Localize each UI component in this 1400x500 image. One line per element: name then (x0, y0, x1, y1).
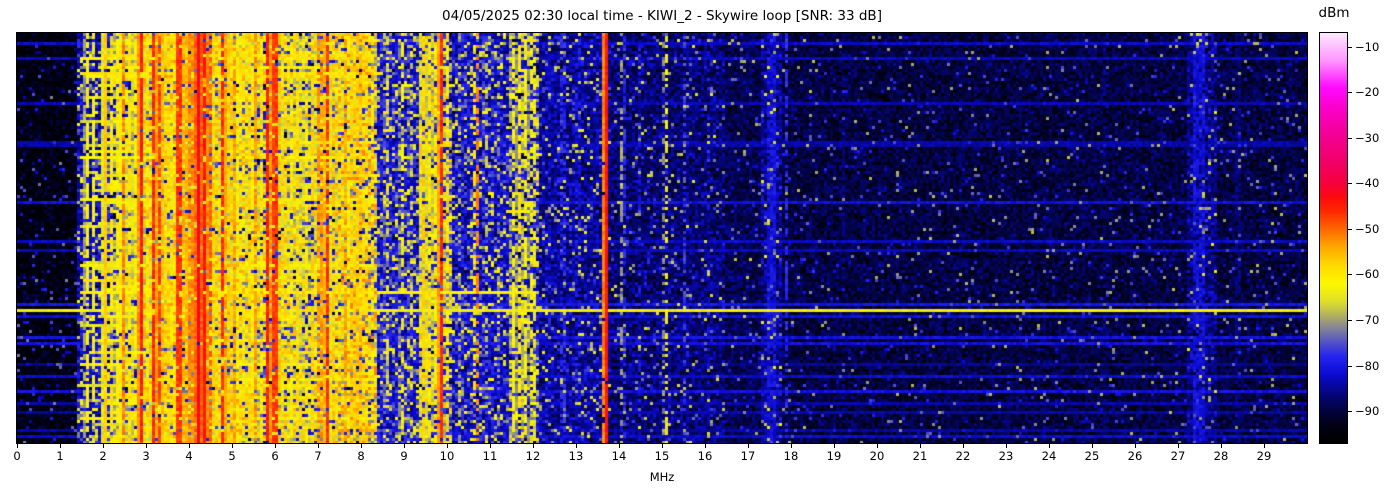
x-axis-tick (232, 444, 233, 448)
colorbar-tick-label: −80 (1355, 358, 1380, 373)
colorbar-tick (1348, 46, 1352, 48)
colorbar-tick-label: −60 (1355, 267, 1380, 282)
colorbar-tick (1348, 137, 1352, 139)
x-axis-tick (361, 444, 362, 448)
x-axis-tick-label: 7 (314, 449, 322, 463)
colorbar-tick-label: −30 (1355, 130, 1380, 145)
x-axis-tick-label: 18 (783, 449, 799, 463)
x-axis-title: MHz (649, 470, 675, 484)
x-axis-tick-label: 25 (1084, 449, 1100, 463)
colorbar-tick (1348, 274, 1352, 276)
x-axis-tick (1221, 444, 1222, 448)
colorbar-tick-label: −90 (1355, 404, 1380, 419)
x-axis-tick-label: 3 (142, 449, 150, 463)
x-axis-tick-label: 21 (912, 449, 928, 463)
x-axis-tick-label: 4 (185, 449, 193, 463)
x-axis-tick-label: 8 (357, 449, 365, 463)
x-axis-tick-label: 5 (228, 449, 236, 463)
x-axis-tick (877, 444, 878, 448)
x-axis-tick (1135, 444, 1136, 448)
x-axis-tick (318, 444, 319, 448)
x-axis-tick (103, 444, 104, 448)
x-axis-tick (920, 444, 921, 448)
x-axis-tick (189, 444, 190, 448)
x-axis-tick (705, 444, 706, 448)
x-axis-tick (275, 444, 276, 448)
x-axis-tick-label: 2 (99, 449, 107, 463)
x-axis-tick-label: 10 (439, 449, 455, 463)
x-axis-tick (490, 444, 491, 448)
colorbar-tick (1348, 228, 1352, 230)
waterfall-canvas (17, 33, 1307, 443)
x-axis-tick-label: 26 (1127, 449, 1143, 463)
x-axis-tick-label: 11 (482, 449, 498, 463)
colorbar-tick-label: −50 (1355, 221, 1380, 236)
x-axis-tick (963, 444, 964, 448)
colorbar-label: dBm (1318, 5, 1350, 21)
colorbar-tick-label: −70 (1355, 313, 1380, 327)
x-axis-tick (146, 444, 147, 448)
x-axis-tick (17, 444, 18, 448)
x-axis-tick (619, 444, 620, 448)
x-axis-tick (447, 444, 448, 448)
x-axis-tick (791, 444, 792, 448)
x-axis-tick-label: 12 (525, 449, 541, 463)
x-axis-tick (1092, 444, 1093, 448)
plot-frame (16, 32, 1308, 444)
x-axis-tick-label: 29 (1256, 449, 1272, 463)
x-axis-tick-label: 6 (271, 449, 279, 463)
x-axis-tick-label: 16 (697, 449, 713, 463)
x-axis-tick (748, 444, 749, 448)
x-axis-tick-label: 27 (1170, 449, 1186, 463)
x-axis-tick (60, 444, 61, 448)
x-axis-tick-label: 28 (1213, 449, 1229, 463)
x-axis-tick-label: 19 (826, 449, 842, 463)
x-axis-tick-label: 9 (400, 449, 408, 463)
chart-title: 04/05/2025 02:30 local time - KIWI_2 - S… (442, 8, 882, 24)
x-axis-tick-label: 0 (13, 449, 21, 463)
colorbar-tick-label: −10 (1355, 39, 1380, 54)
x-axis-tick (533, 444, 534, 448)
colorbar-tick (1348, 320, 1352, 321)
x-axis-tick (404, 444, 405, 448)
x-axis-tick (834, 444, 835, 448)
x-axis-tick-label: 23 (998, 449, 1014, 463)
x-axis-tick-label: 20 (869, 449, 885, 463)
x-axis-tick (1178, 444, 1179, 448)
x-axis-tick (576, 444, 577, 448)
colorbar (1319, 32, 1348, 444)
colorbar-tick (1348, 92, 1352, 94)
x-axis-tick-label: 15 (654, 449, 670, 463)
x-axis-tick (1049, 444, 1050, 448)
x-axis-tick-label: 22 (955, 449, 971, 463)
colorbar-tick-label: −40 (1355, 176, 1380, 191)
colorbar-tick (1348, 183, 1352, 185)
colorbar-tick (1348, 411, 1352, 413)
colorbar-gradient (1320, 33, 1347, 443)
x-axis-tick (662, 444, 663, 448)
x-axis-tick (1006, 444, 1007, 448)
x-axis-tick-label: 24 (1041, 449, 1057, 463)
x-axis-tick-label: 13 (568, 449, 584, 463)
x-axis-tick (1264, 444, 1265, 448)
x-axis-tick-label: 17 (740, 449, 756, 463)
x-axis-tick-label: 1 (56, 449, 64, 463)
colorbar-tick (1348, 365, 1352, 367)
colorbar-tick-label: −20 (1355, 85, 1380, 100)
x-axis-tick-label: 14 (611, 449, 627, 463)
